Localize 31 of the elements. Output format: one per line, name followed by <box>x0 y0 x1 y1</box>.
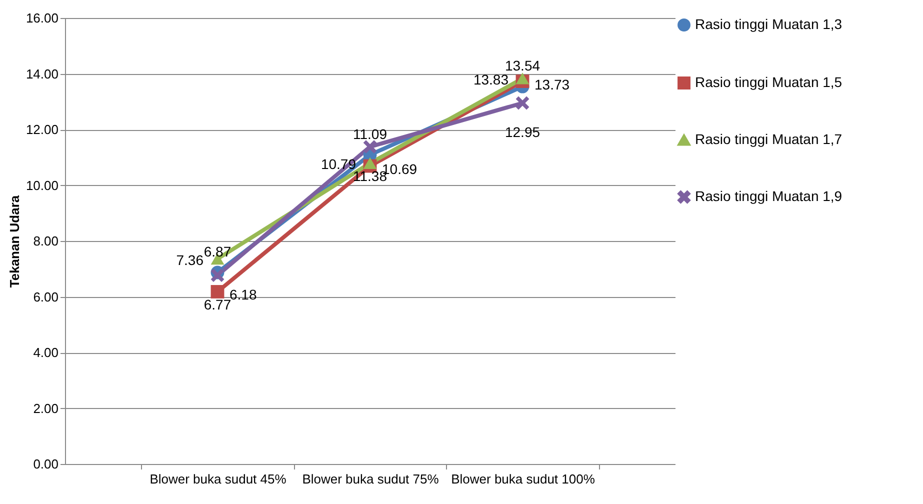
y-tick-label: 0.00 <box>33 456 58 472</box>
y-tick-label: 8.00 <box>33 234 58 248</box>
x-tick-label: Blower buka sudut 100% <box>451 472 596 486</box>
y-tick-label: 12.00 <box>26 122 58 137</box>
point <box>363 157 377 170</box>
y-axis-title: Tekanan Udara <box>6 194 22 288</box>
y-tick-label: 6.00 <box>33 289 58 304</box>
point <box>210 285 224 298</box>
data-label: 12.95 <box>504 124 540 140</box>
point <box>516 96 530 110</box>
y-tick-label: 10.00 <box>26 178 58 193</box>
legend-label: Rasio tinggi Muatan 1,9 <box>695 188 842 204</box>
legend-label: Rasio tinggi Muatan 1,3 <box>695 16 842 32</box>
x-tick-label: Blower buka sudut 75% <box>302 472 440 486</box>
data-label: 13.54 <box>504 58 540 74</box>
data-label: 6.18 <box>230 286 257 303</box>
data-label: 6.77 <box>204 296 232 312</box>
y-tick-label: 4.00 <box>33 345 58 360</box>
data-label: 7.36 <box>176 252 204 268</box>
legend-label: Rasio tinggi Muatan 1,5 <box>695 74 842 90</box>
data-label: 13.83 <box>473 71 509 88</box>
y-tick-label: 2.00 <box>33 400 58 416</box>
data-label: 11.09 <box>353 126 388 142</box>
point <box>363 140 377 154</box>
y-tick-label: 14.00 <box>26 66 58 82</box>
x-tick-label: Blower buka sudut 45% <box>150 472 287 486</box>
point <box>516 72 530 84</box>
data-label: 13.73 <box>534 76 570 92</box>
point <box>210 268 224 282</box>
y-tick-label: 16.00 <box>26 10 58 26</box>
legend-label: Rasio tinggi Muatan 1,7 <box>695 131 842 147</box>
